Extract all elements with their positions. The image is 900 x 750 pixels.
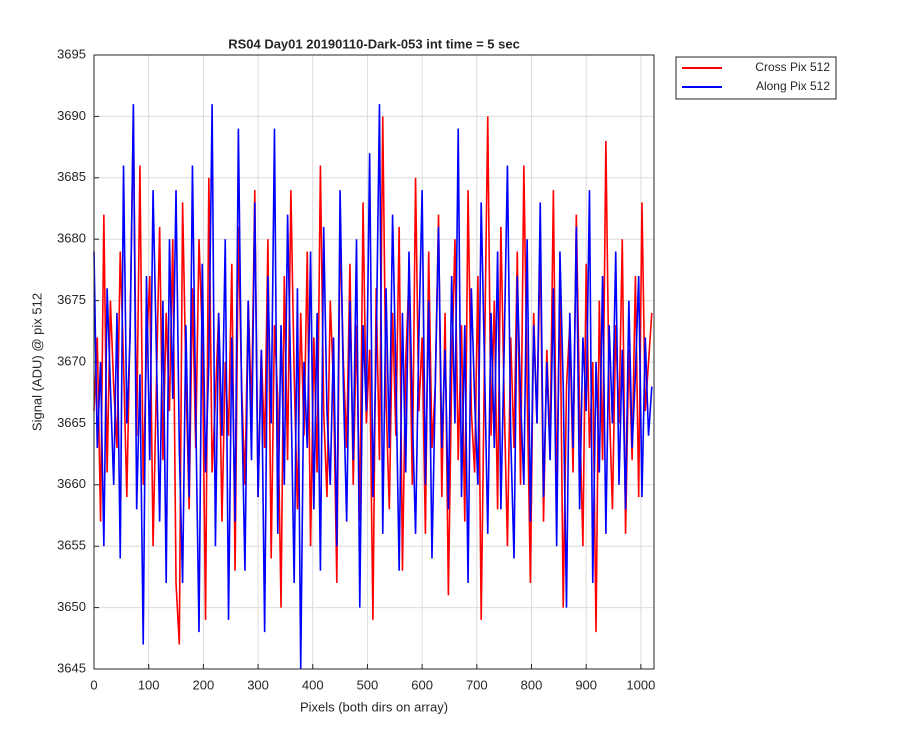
x-tick-label: 100: [138, 677, 160, 692]
x-tick-label: 400: [302, 677, 324, 692]
x-tick-label: 700: [466, 677, 488, 692]
legend-label: Cross Pix 512: [755, 60, 830, 74]
y-tick-label: 3685: [57, 169, 86, 184]
y-tick-label: 3680: [57, 231, 86, 246]
x-tick-label: 500: [357, 677, 379, 692]
x-tick-label: 800: [521, 677, 543, 692]
chart-title: RS04 Day01 20190110-Dark-053 int time = …: [228, 36, 520, 51]
legend: Cross Pix 512 Along Pix 512: [675, 56, 837, 100]
y-tick-label: 3660: [57, 476, 86, 491]
x-tick-label: 200: [193, 677, 215, 692]
y-tick-label: 3665: [57, 415, 86, 430]
y-tick-label: 3650: [57, 599, 86, 614]
x-tick-label: 300: [247, 677, 269, 692]
y-tick-label: 3670: [57, 353, 86, 368]
legend-box: [675, 56, 837, 100]
x-tick-label: 900: [575, 677, 597, 692]
legend-label: Along Pix 512: [756, 79, 830, 93]
x-tick-label: 600: [411, 677, 433, 692]
data-line: [93, 104, 653, 670]
y-tick-label: 3645: [57, 660, 86, 675]
axes-box: [93, 54, 655, 670]
y-tick-label: 3655: [57, 538, 86, 553]
y-axis-label: Signal (ADU) @ pix 512: [29, 293, 44, 431]
x-tick-label: 0: [90, 677, 97, 692]
y-tick-label: 3695: [57, 46, 86, 61]
y-tick-label: 3675: [57, 292, 86, 307]
x-axis-label: Pixels (both dirs on array): [300, 699, 448, 714]
x-tick-label: 1000: [626, 677, 655, 692]
y-tick-label: 3690: [57, 108, 86, 123]
